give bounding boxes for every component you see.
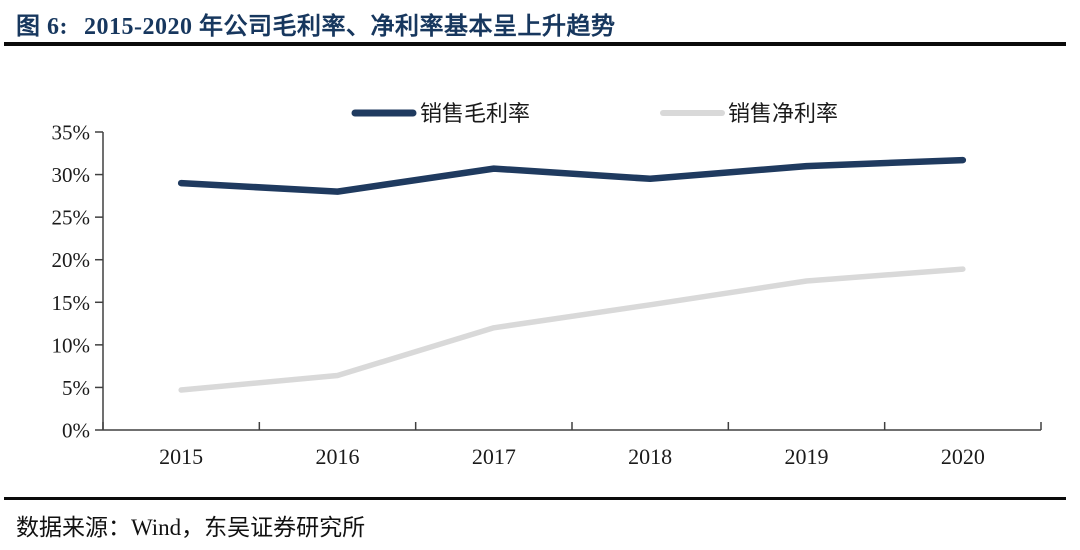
x-tick-label: 2019 [785, 444, 829, 469]
y-tick-label: 25% [52, 206, 91, 230]
y-tick-label: 10% [52, 333, 91, 357]
gross-margin-legend-label: 销售毛利率 [420, 101, 530, 126]
y-tick-label: 5% [62, 376, 90, 400]
data-source-prefix: 数据来源： [16, 515, 131, 540]
y-tick-label: 0% [62, 419, 90, 443]
gross-margin-line [177, 156, 967, 195]
net-margin-line [178, 266, 966, 393]
title-divider [4, 42, 1066, 46]
y-tick-label: 15% [52, 291, 91, 315]
net-margin-legend-label: 销售净利率 [728, 101, 838, 126]
x-tick-label: 2015 [159, 444, 203, 469]
figure-title: 2015-2020 年公司毛利率、净利率基本呈上升趋势 [84, 14, 616, 40]
data-source: 数据来源：Wind，东吴证券研究所 [16, 508, 365, 542]
footer-divider [4, 497, 1066, 500]
y-tick-label: 20% [52, 248, 91, 272]
x-tick-label: 2017 [472, 444, 516, 469]
figure-title-row: 图 6: 2015-2020 年公司毛利率、净利率基本呈上升趋势 [16, 6, 616, 41]
x-tick-label: 2020 [941, 444, 985, 469]
x-tick-label: 2018 [628, 444, 672, 469]
x-tick-label: 2016 [316, 444, 360, 469]
y-tick-label: 30% [52, 163, 91, 187]
data-source-text: Wind，东吴证券研究所 [131, 515, 366, 540]
y-tick-label: 35% [52, 121, 91, 145]
figure-number-label: 图 6: [16, 14, 68, 40]
